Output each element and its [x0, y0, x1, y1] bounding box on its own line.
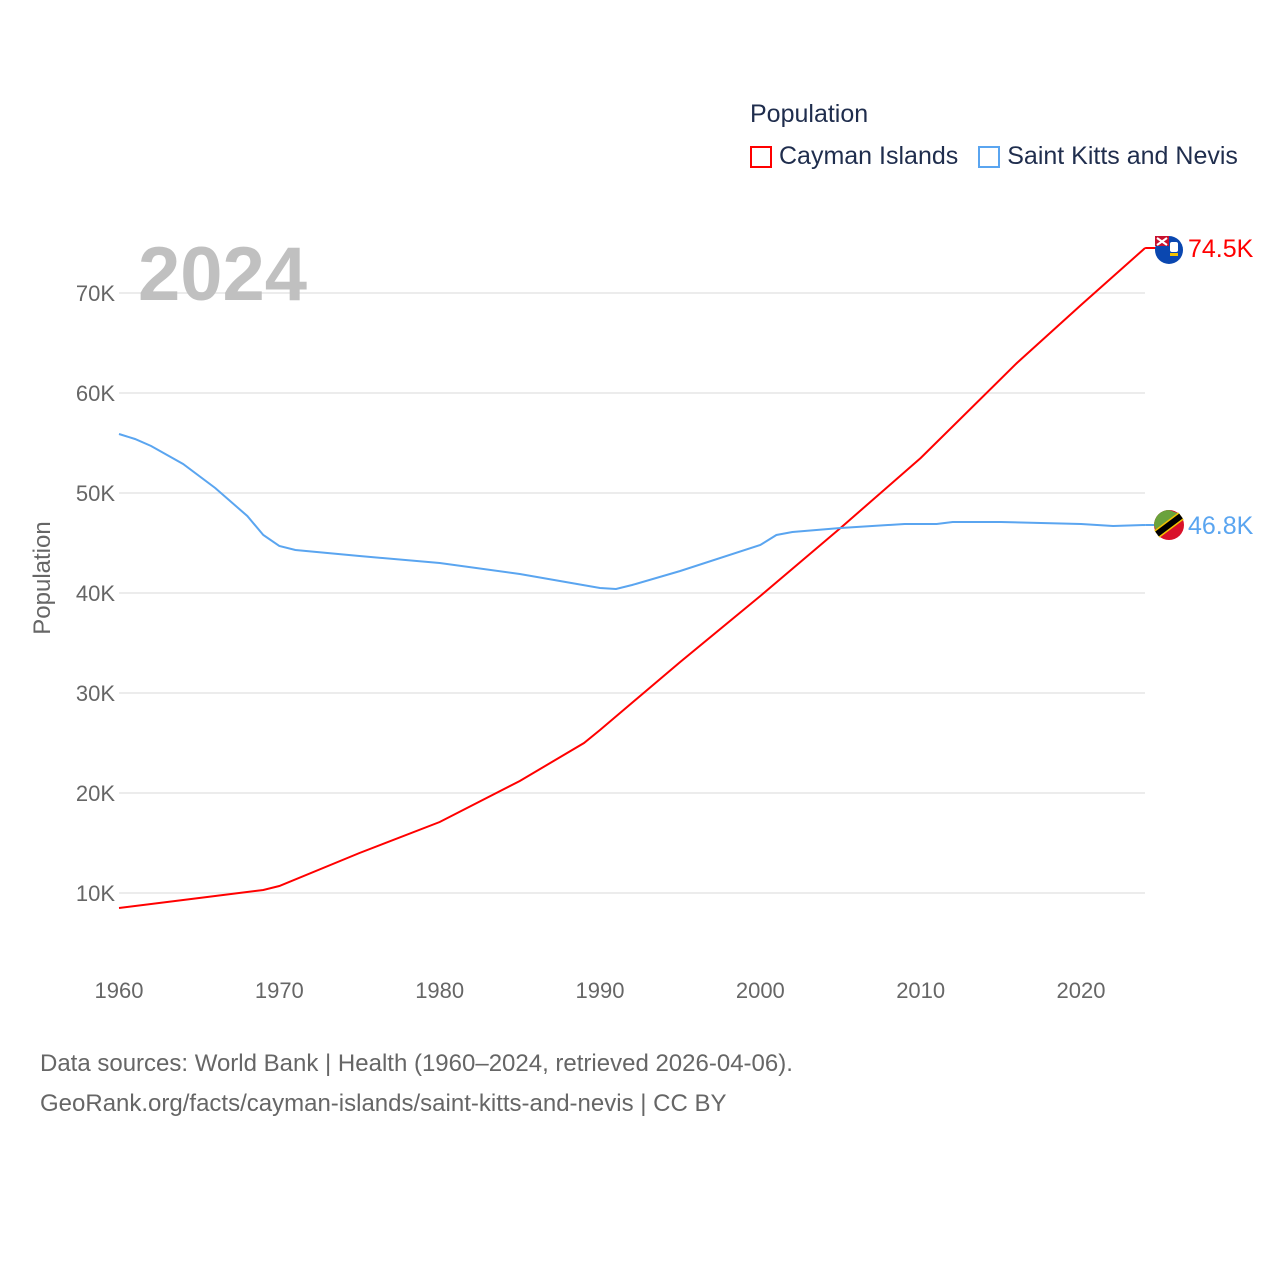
y-tick-label: 30K — [76, 681, 115, 706]
x-tick-label: 1970 — [255, 978, 304, 1003]
end-value-label: 74.5K — [1188, 235, 1254, 263]
x-tick-label: 2020 — [1057, 978, 1106, 1003]
y-tick-label: 40K — [76, 581, 115, 606]
source-line: Data sources: World Bank | Health (1960–… — [40, 1050, 793, 1077]
legend-label: Cayman Islands — [779, 142, 959, 170]
data-source: Data sources: World Bank | Health (1960–… — [40, 1044, 793, 1124]
legend-item-saint-kitts-and-nevis[interactable]: Saint Kitts and Nevis — [978, 142, 1238, 171]
legend-swatch — [978, 145, 1001, 168]
cayman-islands-flag-icon — [1155, 236, 1183, 264]
y-tick-label: 10K — [76, 881, 115, 906]
x-tick-label: 1990 — [576, 978, 625, 1003]
x-tick-label: 2000 — [736, 978, 785, 1003]
legend-swatch — [750, 145, 772, 168]
legend-item-cayman-islands[interactable]: Cayman Islands — [750, 142, 958, 171]
end-value-label: 46.8K — [1188, 512, 1254, 540]
y-tick-label: 60K — [76, 381, 115, 406]
legend-label: Saint Kitts and Nevis — [1007, 142, 1238, 170]
x-tick-label: 1980 — [415, 978, 464, 1003]
y-tick-label: 50K — [76, 481, 115, 506]
legend: Cayman Islands Saint Kitts and Nevis — [750, 142, 1238, 171]
y-axis-label: Population — [29, 521, 56, 634]
series-line-cayman-islands — [118, 247, 1146, 909]
x-tick-label: 1960 — [95, 978, 144, 1003]
series-line-saint-kitts-and-nevis — [118, 433, 1146, 591]
legend-title: Population — [750, 100, 869, 128]
y-tick-label: 70K — [76, 281, 115, 306]
saint-kitts-and-nevis-flag-icon — [1154, 510, 1184, 540]
x-tick-label: 2010 — [896, 978, 945, 1003]
year-watermark: 2024 — [138, 232, 307, 317]
y-tick-label: 20K — [76, 781, 115, 806]
source-link[interactable]: GeoRank.org/facts/cayman-islands/saint-k… — [40, 1090, 727, 1117]
